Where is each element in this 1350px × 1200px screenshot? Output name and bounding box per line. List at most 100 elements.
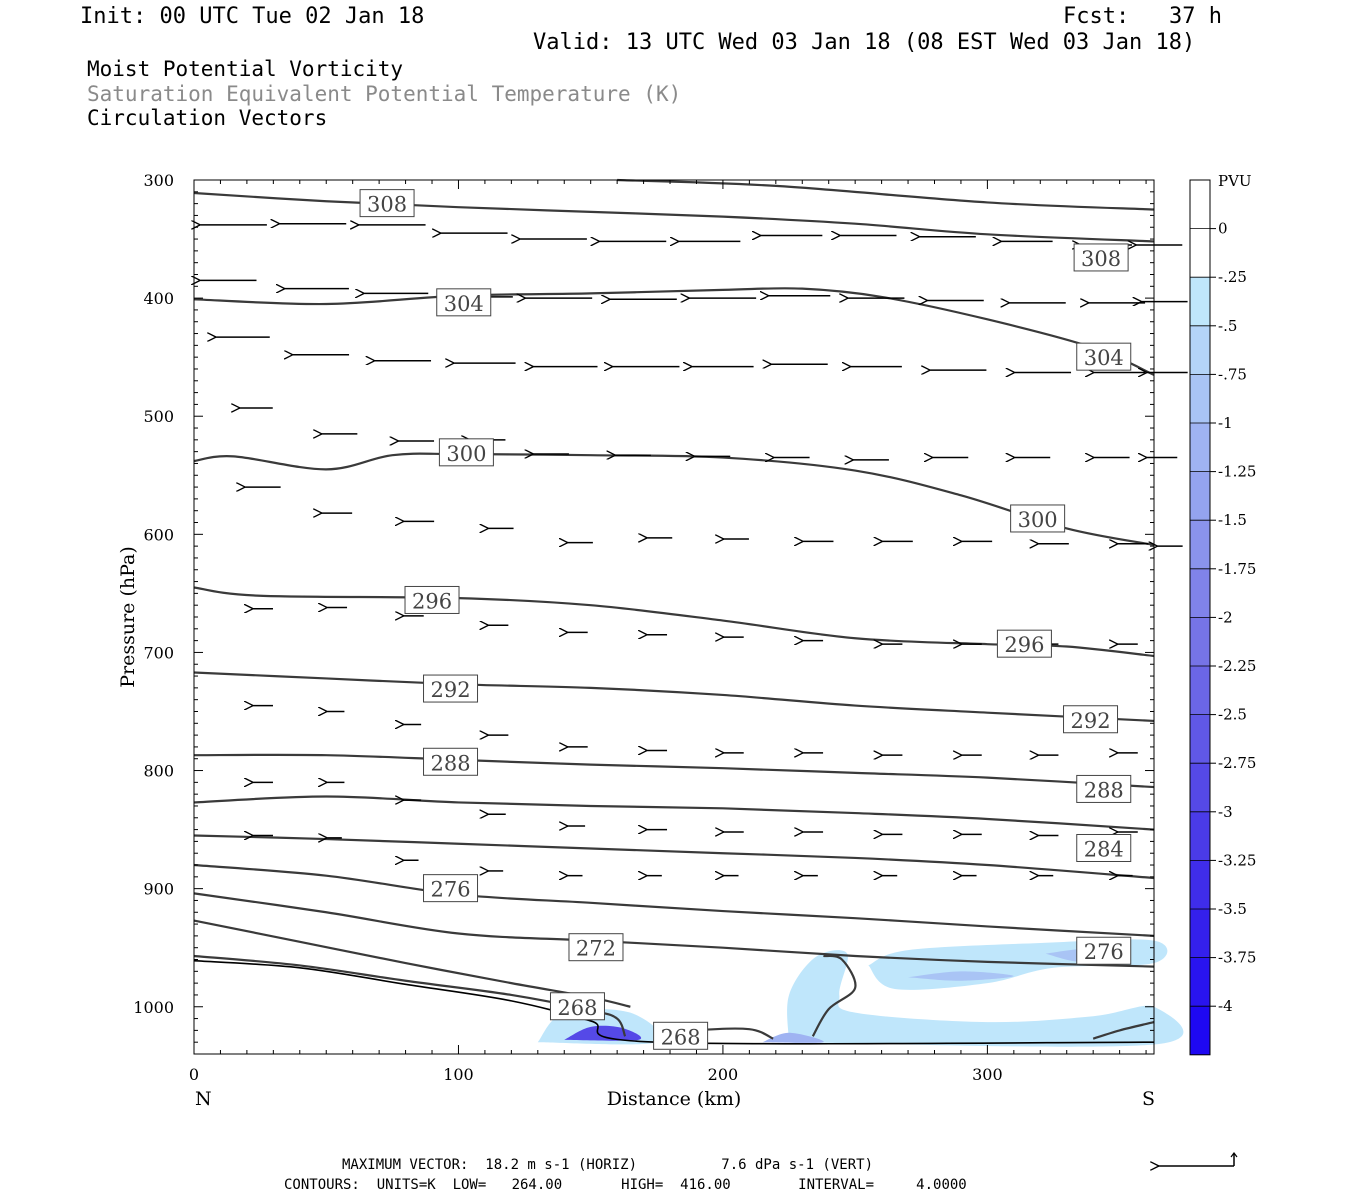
contour-label-296: 296 <box>1004 633 1044 657</box>
footer-max-vector: MAXIMUM VECTOR: 18.2 m s-1 (HORIZ) 7.6 d… <box>342 1157 874 1173</box>
colorbar-label: -2.5 <box>1218 706 1247 724</box>
colorbar-label: -.25 <box>1218 268 1247 286</box>
contour-label-box <box>1076 774 1132 803</box>
theta-contour-308-0 <box>193 191 1155 243</box>
colorbar-label: -.5 <box>1218 317 1237 335</box>
colorbar-label: -4 <box>1218 997 1233 1015</box>
theta-contour-268-13 <box>656 1027 774 1040</box>
colorbar-swatch <box>1190 325 1210 375</box>
init-time: Init: 00 UTC Tue 02 Jan 18 <box>80 4 425 29</box>
y-tick-label: 300 <box>143 171 174 190</box>
theta-contour-272-10 <box>193 892 1155 968</box>
contour-label-268: 268 <box>557 996 597 1020</box>
colorbar-swatch <box>1190 860 1210 909</box>
x-tick-label: 100 <box>443 1065 474 1084</box>
colorbar-swatch <box>1190 374 1210 423</box>
pv-region-5 <box>564 1025 642 1041</box>
colorbar-swatch <box>1190 228 1210 278</box>
y-tick-label: 400 <box>143 289 174 308</box>
terrain-line <box>193 959 1155 1045</box>
theta-contour-unlabeled-14 <box>811 954 857 1037</box>
field-title-pv: Moist Potential Vorticity <box>87 57 404 81</box>
colorbar-label: -1.75 <box>1218 560 1256 578</box>
contour-label-308: 308 <box>367 193 407 217</box>
contour-label-box <box>996 629 1052 658</box>
y-tick-label: 700 <box>143 643 174 662</box>
colorbar-swatch <box>1190 423 1210 472</box>
contour-label-box <box>1063 705 1119 734</box>
contour-label-292: 292 <box>430 678 470 702</box>
contour-label-box <box>549 992 605 1021</box>
contour-label-box <box>1076 342 1132 371</box>
contour-label-box <box>1010 504 1066 533</box>
colorbar-swatch <box>1190 909 1210 958</box>
colorbar-swatch <box>1190 471 1210 521</box>
contour-label-288: 288 <box>430 751 470 775</box>
colorbar-label: -3.25 <box>1218 851 1256 869</box>
colorbar-swatch <box>1190 277 1210 326</box>
pv-region-3 <box>908 971 1014 981</box>
pv-region-2 <box>868 939 1168 990</box>
plot-frame <box>193 179 1155 1055</box>
colorbar-label: -3.75 <box>1218 949 1256 967</box>
colorbar-swatch <box>1190 666 1210 715</box>
contour-label-box <box>423 674 479 703</box>
contour-label-272: 272 <box>576 937 616 961</box>
theta-contour-304-2 <box>193 287 1155 376</box>
x-axis-title: Distance (km) <box>607 1088 742 1110</box>
contour-label-box <box>568 933 624 962</box>
y-tick-label: 500 <box>143 407 174 426</box>
contour-label-268: 268 <box>661 1025 701 1049</box>
contour-label-276: 276 <box>1084 940 1124 964</box>
colorbar-label: -2.25 <box>1218 657 1256 675</box>
contour-label-292: 292 <box>1070 709 1110 733</box>
y-axis-title: Pressure (hPa) <box>117 546 139 688</box>
colorbar-label: -1.5 <box>1218 511 1247 529</box>
field-title-theta-es: Saturation Equivalent Potential Temperat… <box>87 82 682 106</box>
x-tick-label: 300 <box>972 1065 1003 1084</box>
field-title-vectors: Circulation Vectors <box>87 106 328 130</box>
reference-vector <box>1158 1152 1238 1166</box>
colorbar-label: -2 <box>1218 608 1233 626</box>
colorbar-label: -2.75 <box>1218 754 1256 772</box>
x-tick-label: 200 <box>708 1065 739 1084</box>
contour-label-276: 276 <box>430 878 470 902</box>
x-tick-label: 0 <box>189 1065 199 1084</box>
theta-contour-268-12 <box>193 954 627 1037</box>
colorbar-swatch <box>1190 568 1210 618</box>
colorbar-label: -1.25 <box>1218 463 1256 481</box>
contour-label-box <box>1076 833 1132 862</box>
pv-region-0 <box>537 1008 662 1045</box>
contour-label-296: 296 <box>412 589 452 613</box>
colorbar-swatch <box>1190 180 1210 229</box>
theta-contour-unlabeled-15 <box>1092 1021 1155 1040</box>
y-tick-label: 900 <box>143 880 174 899</box>
contour-label-box <box>1073 243 1129 272</box>
theta-contour-276-9 <box>193 863 1155 937</box>
contour-label-300: 300 <box>446 442 486 466</box>
y-tick-label: 600 <box>143 525 174 544</box>
theta-contour-288-6 <box>193 753 1155 789</box>
contour-label-box <box>438 438 494 467</box>
theta-contour-280-8 <box>193 834 1155 880</box>
y-tick-label: 800 <box>143 762 174 781</box>
contour-label-284: 284 <box>1084 837 1124 861</box>
pv-region-4 <box>1045 948 1120 962</box>
contour-label-304: 304 <box>444 292 484 316</box>
contour-label-box <box>423 874 479 903</box>
contour-label-box <box>436 288 492 317</box>
footer-contour-info: CONTOURS: UNITS=K LOW= 264.00 HIGH= 416.… <box>284 1177 967 1193</box>
contour-label-300: 300 <box>1018 508 1058 532</box>
theta-contour-292-5 <box>193 671 1155 723</box>
colorbar-swatch <box>1190 1006 1210 1055</box>
x-end-label-south: S <box>1142 1088 1155 1110</box>
colorbar-title: PVU <box>1218 172 1252 190</box>
colorbar-label: -.75 <box>1218 365 1247 383</box>
pv-region-1 <box>787 950 1184 1047</box>
colorbar-label: 0 <box>1218 220 1228 238</box>
contour-label-304: 304 <box>1084 346 1124 370</box>
colorbar-swatch <box>1190 811 1210 861</box>
contour-label-288: 288 <box>1084 778 1124 802</box>
contour-label-box <box>653 1021 709 1050</box>
